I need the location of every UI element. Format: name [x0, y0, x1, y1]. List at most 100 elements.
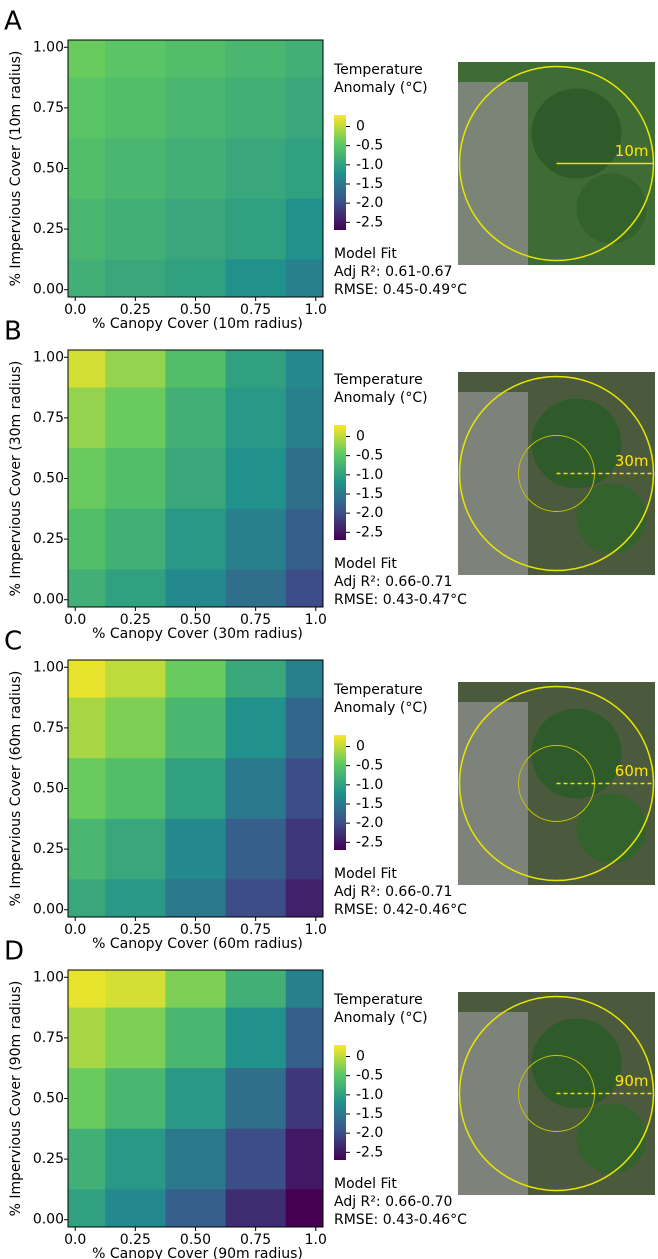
panel-label: A [4, 7, 22, 37]
aerial-road [458, 702, 528, 885]
heat-cell [285, 569, 323, 607]
colorbar-tick-label: -2.0 [356, 1125, 383, 1141]
model-fit-text: Adj R²: 0.66-0.70 [334, 1194, 452, 1210]
heat-cell [105, 350, 166, 389]
heat-cell [68, 1068, 106, 1130]
heat-cell [225, 259, 287, 297]
y-tick-label: 0.25 [33, 841, 64, 857]
colorbar-title: Temperature [333, 62, 423, 78]
heat-cell [165, 660, 227, 699]
heat-cell [105, 198, 166, 260]
aerial-tree [531, 88, 622, 179]
aerial-tree [576, 173, 647, 244]
x-tick-label: 0.0 [64, 1232, 86, 1248]
heatmap [68, 350, 323, 607]
radius-label: 90m [615, 1072, 649, 1090]
model-fit-text: RMSE: 0.42-0.46°C [334, 902, 467, 918]
heat-cell [225, 40, 287, 79]
heat-cell [165, 138, 227, 200]
x-axis-label: % Canopy Cover (30m radius) [92, 626, 303, 642]
y-tick-label: 0.00 [33, 282, 64, 298]
heat-cell [285, 1068, 323, 1130]
colorbar-tick-label: -2.5 [356, 524, 383, 540]
x-tick-label: 0.75 [240, 302, 271, 318]
colorbar-tick-label: -2.0 [356, 505, 383, 521]
heat-cell [68, 758, 106, 820]
heat-cell [68, 1128, 106, 1190]
heat-cell [105, 818, 166, 880]
heat-cell [105, 1068, 166, 1130]
heat-cell [68, 387, 106, 449]
colorbar-title: Anomaly (°C) [334, 390, 428, 406]
x-axis-label: % Canopy Cover (90m radius) [92, 1246, 303, 1259]
colorbar-title: Temperature [333, 682, 423, 698]
colorbar-tick-label: -0.5 [356, 758, 383, 774]
y-axis-label: % Impervious Cover (90m radius) [8, 981, 24, 1217]
heat-cell [105, 879, 166, 917]
y-tick-label: 0.25 [33, 531, 64, 547]
y-tick-label: 0.50 [33, 471, 64, 487]
colorbar-tick-label: -1.0 [356, 157, 383, 173]
colorbar-title: Anomaly (°C) [334, 80, 428, 96]
heat-cell [68, 448, 106, 510]
heat-cell [68, 697, 106, 759]
y-tick-label: 1.00 [33, 39, 64, 55]
model-fit-text: Adj R²: 0.61-0.67 [334, 264, 452, 280]
heat-cell [225, 697, 287, 759]
y-axis-label: % Impervious Cover (60m radius) [8, 671, 24, 907]
y-tick-label: 0.75 [33, 1030, 64, 1046]
heat-cell [285, 970, 323, 1009]
panel-label: C [4, 627, 22, 657]
heat-cell [285, 508, 323, 570]
heat-cell [165, 448, 227, 510]
heat-cell [68, 660, 106, 699]
heat-cell [165, 818, 227, 880]
aerial-road [458, 1012, 528, 1195]
aerial-road [458, 392, 528, 575]
heatmap [68, 40, 323, 297]
y-tick-label: 0.75 [33, 100, 64, 116]
heat-cell [285, 448, 323, 510]
aerial-tree [576, 483, 647, 554]
heat-cell [68, 350, 106, 389]
y-tick-label: 0.25 [33, 1151, 64, 1167]
colorbar-tick-label: -1.5 [356, 1106, 383, 1122]
model-fit-text: Model Fit [334, 1176, 397, 1192]
heat-cell [225, 660, 287, 699]
x-tick-label: 0.0 [64, 922, 86, 938]
x-tick-label: 0.0 [64, 612, 86, 628]
panel-label: D [4, 937, 24, 967]
y-axis-label: % Impervious Cover (10m radius) [8, 51, 24, 287]
heatmap [68, 970, 323, 1227]
colorbar-tick-label: -1.5 [356, 176, 383, 192]
heat-cell [165, 697, 227, 759]
colorbar-tick-label: -1.5 [356, 486, 383, 502]
heat-cell [225, 198, 287, 260]
x-tick-label: 0.75 [240, 612, 271, 628]
heat-cell [285, 1007, 323, 1069]
heat-cell [68, 818, 106, 880]
heat-cell [105, 970, 166, 1009]
model-fit-text: Model Fit [334, 866, 397, 882]
heat-cell [225, 448, 287, 510]
colorbar-tick-label: 0 [356, 1049, 365, 1065]
y-axis-label: % Impervious Cover (30m radius) [8, 361, 24, 597]
heat-cell [285, 77, 323, 139]
aerial-tree [531, 398, 622, 489]
colorbar-tick-label: -2.5 [356, 834, 383, 850]
colorbar [334, 735, 346, 850]
radius-label: 10m [615, 142, 649, 160]
x-tick-label: 0.0 [64, 302, 86, 318]
heat-cell [225, 569, 287, 607]
heat-cell [105, 138, 166, 200]
heat-cell [285, 198, 323, 260]
heat-cell [165, 350, 227, 389]
heat-cell [165, 1007, 227, 1069]
heat-cell [165, 1189, 227, 1227]
x-axis-label: % Canopy Cover (60m radius) [92, 936, 303, 952]
heat-cell [165, 569, 227, 607]
aerial-tree [576, 793, 647, 864]
heat-cell [285, 1189, 323, 1227]
model-fit-text: Adj R²: 0.66-0.71 [334, 574, 452, 590]
